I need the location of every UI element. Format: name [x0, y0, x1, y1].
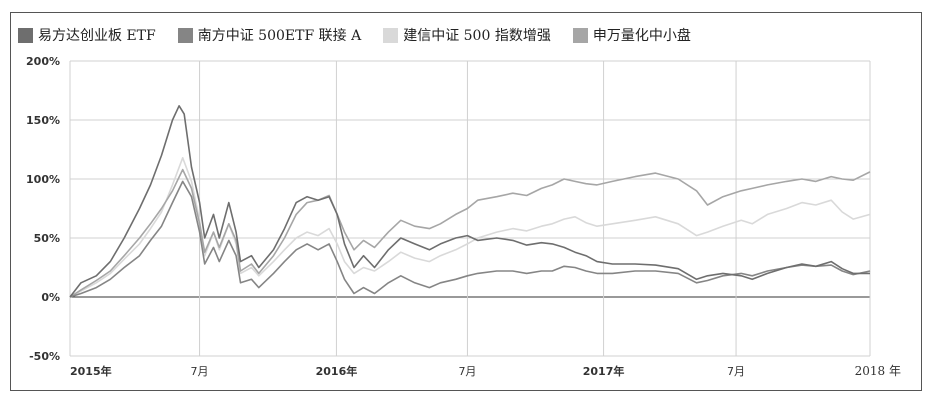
legend-swatch: [177, 27, 193, 43]
series-line-1: [69, 105, 870, 298]
legend-label: 易方达创业板 ETF: [38, 28, 156, 44]
y-tick-label: -50%: [29, 350, 60, 363]
legend-item-2: 南方中证 500ETF 联接 A: [177, 25, 362, 45]
series-line-3: [69, 157, 871, 298]
x-tick-label: 7月: [191, 365, 209, 378]
x-tick-label: 2015年: [70, 364, 112, 378]
chart-legend: 易方达创业板 ETF 南方中证 500ETF 联接 A 建信中证 500 指数增强 申…: [18, 24, 713, 46]
series-line-2: [69, 180, 871, 298]
legend-swatch: [572, 27, 588, 43]
y-tick-label: 50%: [34, 232, 60, 245]
series-line-4: [69, 168, 871, 298]
x-tick-label: 2018 年: [855, 364, 901, 378]
legend-label: 建信中证 500 指数增强: [403, 28, 551, 44]
chart-frame: [10, 12, 922, 391]
y-tick-label: 100%: [26, 173, 60, 186]
legend-item-1: 易方达创业板 ETF: [18, 25, 156, 45]
legend-item-3: 建信中证 500 指数增强: [383, 25, 551, 45]
y-tick-label: 150%: [26, 114, 60, 127]
legend-swatch: [383, 27, 399, 43]
x-tick-label: 2017年: [583, 364, 625, 378]
y-tick-label: 200%: [26, 55, 60, 68]
legend-item-4: 申万量化中小盘: [572, 25, 691, 45]
legend-swatch: [18, 27, 33, 43]
x-tick-label: 7月: [458, 365, 476, 378]
legend-label: 申万量化中小盘: [592, 28, 691, 44]
x-tick-label: 2016年: [316, 364, 358, 378]
legend-label: 南方中证 500ETF 联接 A: [197, 28, 362, 44]
x-tick-label: 7月: [727, 365, 745, 378]
y-tick-label: 0%: [41, 291, 60, 304]
